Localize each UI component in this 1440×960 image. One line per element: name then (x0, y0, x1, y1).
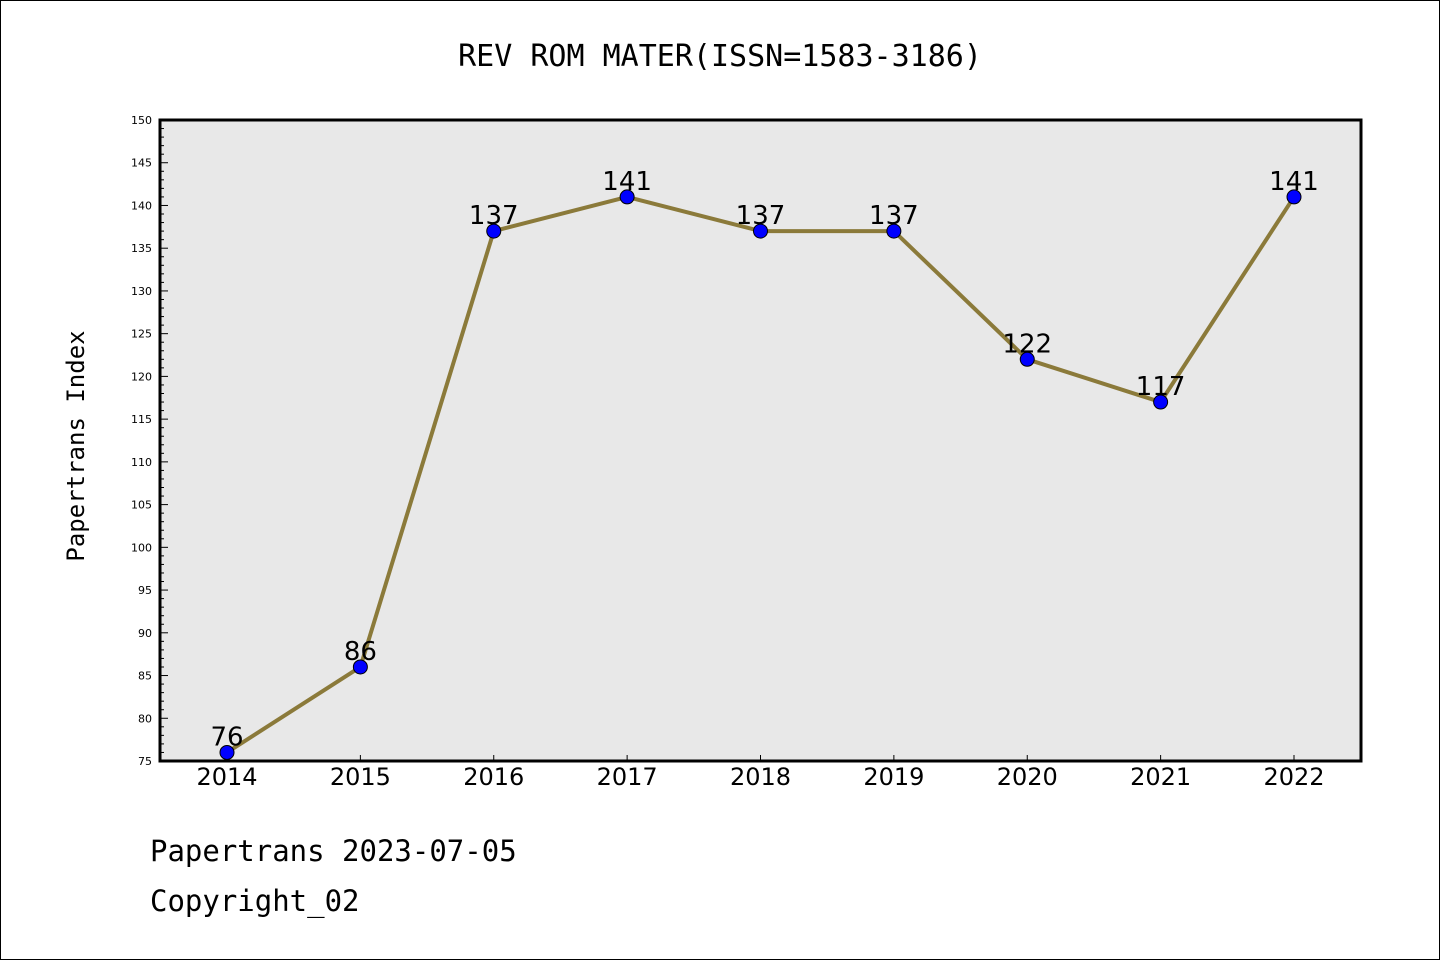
data-point (1286, 189, 1302, 205)
y-tick-label: 85 (138, 670, 152, 683)
y-tick-label: 135 (131, 242, 152, 255)
y-tick-label: 80 (138, 712, 152, 725)
data-point (886, 223, 902, 239)
data-label: 122 (1002, 329, 1052, 359)
data-label: 141 (602, 167, 652, 197)
data-label: 117 (1136, 372, 1186, 402)
data-label: 86 (344, 637, 377, 667)
data-point (619, 189, 635, 205)
data-label: 76 (210, 722, 243, 752)
x-tick-label: 2015 (330, 763, 391, 791)
data-label: 137 (869, 201, 919, 231)
x-tick-label: 2016 (463, 763, 524, 791)
y-axis: 75 80 85 90 95 100 105 110 115 120 125 130 135 140 145… (131, 114, 168, 768)
y-tick-label: 110 (131, 456, 152, 469)
data-markers (219, 189, 1302, 760)
plot-border (158, 118, 1363, 763)
chart-title: REV ROM MATER(ISSN=1583-3186) (458, 39, 982, 74)
x-tick-label: 2014 (196, 763, 257, 791)
footer-date: Papertrans 2023-07-05 (150, 834, 517, 868)
y-tick-label: 150 (131, 114, 152, 127)
x-tick-label: 2018 (730, 763, 791, 791)
x-tick-label: 2021 (1130, 763, 1191, 791)
data-label: 137 (469, 201, 519, 231)
footer-copyright: Copyright_02 (150, 884, 360, 918)
data-labels: 76 86 137 141 137 137 122 117 141 (210, 167, 1318, 753)
y-tick-label: 120 (131, 370, 152, 383)
data-point (1153, 394, 1169, 410)
x-tick-label: 2017 (597, 763, 658, 791)
data-label: 137 (736, 201, 786, 231)
y-tick-label: 105 (131, 499, 152, 512)
y-tick-label: 115 (131, 413, 152, 426)
y-tick-label: 125 (131, 328, 152, 341)
x-tick-label: 2019 (863, 763, 924, 791)
data-point (486, 223, 502, 239)
y-tick-label: 130 (131, 285, 152, 298)
y-tick-label: 145 (131, 157, 152, 170)
x-tick-label: 2022 (1263, 763, 1324, 791)
data-label: 141 (1269, 167, 1319, 197)
y-tick-label: 75 (138, 755, 152, 768)
data-point (1019, 351, 1035, 367)
data-point (219, 744, 235, 760)
y-tick-label: 100 (131, 541, 152, 554)
y-axis-label: Papertrans Index (62, 330, 90, 561)
data-point (753, 223, 768, 239)
y-tick-label: 90 (138, 627, 152, 640)
y-tick-label: 140 (131, 199, 152, 212)
x-tick-label: 2020 (997, 763, 1058, 791)
data-point (352, 659, 368, 675)
x-axis: 2014 2015 2016 2017 2018 2019 2020 2021 2022 (196, 755, 1325, 791)
y-tick-label: 95 (138, 584, 152, 597)
